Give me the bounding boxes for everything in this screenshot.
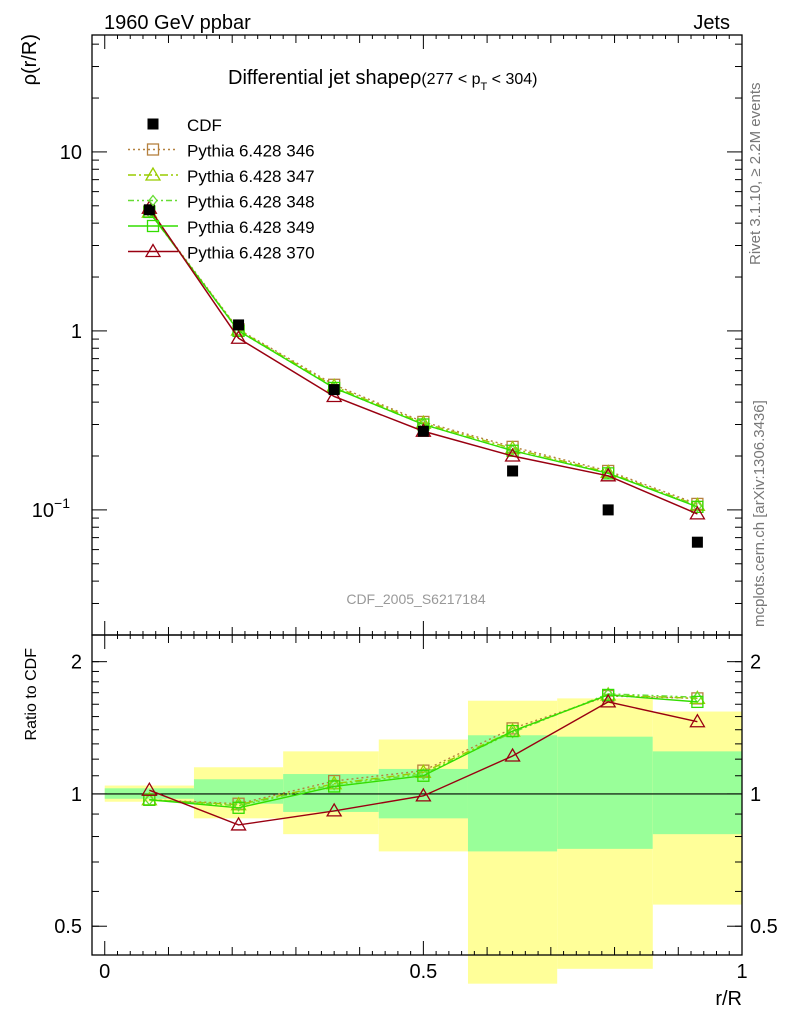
ratio-y-tick-label-right: 2 xyxy=(750,652,761,674)
ratio-series-point xyxy=(329,778,339,791)
data-point xyxy=(417,425,429,437)
ratio-series-point xyxy=(417,769,430,782)
ratio-series-point xyxy=(691,695,704,709)
stat-uncertainty-band xyxy=(652,751,742,835)
ratio-series-point xyxy=(603,687,614,700)
legend-label: Pythia 6.428 347 xyxy=(187,167,315,186)
watermark: CDF_2005_S6217184 xyxy=(346,591,486,607)
data-point xyxy=(691,536,703,548)
ratio-series-point xyxy=(692,691,703,704)
ratio-series-point xyxy=(689,713,706,728)
data-point xyxy=(233,319,245,331)
series-point xyxy=(600,467,617,482)
series-point xyxy=(326,388,343,403)
ratio-series-point xyxy=(141,781,158,796)
ratio-y-tick-label-right: 0.5 xyxy=(750,916,778,938)
series-point xyxy=(689,505,706,520)
x-tick-label: 0 xyxy=(99,961,110,983)
ratio-series-line xyxy=(149,694,698,806)
ratio-y-tick-label: 1 xyxy=(71,784,82,806)
series-point xyxy=(691,500,704,513)
x-tick-label: 0.5 xyxy=(409,961,437,983)
ratio-plot: 2 2 1 1 0.5 0.5 0 0.5 1 xyxy=(54,634,778,984)
ratio-series-point xyxy=(415,787,432,802)
data-point xyxy=(328,384,340,396)
series-point xyxy=(504,440,521,455)
main-title-cut: (277 < p xyxy=(421,71,480,88)
main-title-text: Differential jet shapeρ xyxy=(228,67,421,89)
legend-label: Pythia 6.428 370 xyxy=(187,244,315,263)
legend-marker xyxy=(144,243,162,258)
ratio-y-tick-label: 2 xyxy=(71,652,82,674)
main-y-label: ρ(r/R) xyxy=(19,34,41,85)
ratio-series-point xyxy=(504,747,521,762)
x-tick-label: 1 xyxy=(736,961,747,983)
y-tick-label: 1 xyxy=(71,321,82,343)
legend-label: Pythia 6.428 346 xyxy=(187,142,315,161)
y-tick-label: 10 xyxy=(60,142,82,164)
legend-data-marker xyxy=(147,118,159,130)
ratio-y-tick-label: 0.5 xyxy=(54,916,82,938)
y-tick-label: 10−1 xyxy=(32,495,70,522)
main-title: Differential jet shapeρ(277 < pT < 304) xyxy=(228,67,538,93)
ratio-y-tick-label-right: 1 xyxy=(750,784,761,806)
ratio-series-point xyxy=(232,801,245,814)
legend-marker xyxy=(146,219,160,233)
stat-uncertainty-band xyxy=(557,736,653,849)
side-label-bottom: mcplots.cern.ch [arXiv:1306.3436] xyxy=(751,400,768,627)
stat-uncertainty-band xyxy=(467,735,558,852)
ratio-y-label: Ratio to CDF xyxy=(23,648,40,741)
ratio-series-point xyxy=(418,767,429,781)
ratio-series-point xyxy=(415,764,432,778)
side-label-top: Rivet 3.1.10, ≥ 2.2M events xyxy=(747,83,764,266)
y-tick-label-exp: −1 xyxy=(54,495,70,511)
series-line xyxy=(148,211,698,505)
ratio-series-line xyxy=(149,701,698,826)
series-point xyxy=(692,500,703,513)
x-axis-label: r/R xyxy=(715,988,742,1010)
ratio-series-point xyxy=(326,802,343,817)
legend-label: Pythia 6.428 348 xyxy=(187,193,315,212)
ratio-series-point xyxy=(328,780,341,793)
data-point xyxy=(143,204,155,216)
legend-label: Pythia 6.428 349 xyxy=(187,218,315,237)
ratio-series-point xyxy=(602,688,615,702)
plot-frame xyxy=(91,634,743,956)
main-title-cut-sub: T xyxy=(481,81,488,93)
ratio-series-point xyxy=(600,693,617,708)
y-tick-label-base: 10 xyxy=(32,500,54,522)
header-left: 1960 GeV ppbar xyxy=(104,12,251,34)
y-tick-label-base: 1 xyxy=(71,321,82,343)
legend-label: CDF xyxy=(187,116,222,135)
legend-marker xyxy=(146,143,160,156)
ratio-series-point xyxy=(230,816,247,831)
ratio-series-point xyxy=(233,799,244,812)
series-point xyxy=(504,447,521,462)
legend-marker xyxy=(148,194,158,207)
y-tick-label-base: 10 xyxy=(60,142,82,164)
ratio-series-point xyxy=(143,793,156,806)
main-title-cut-end: < 304) xyxy=(487,71,537,88)
data-point xyxy=(602,504,614,516)
ratio-series-point xyxy=(506,724,519,738)
series-point xyxy=(230,329,247,344)
legend-marker xyxy=(144,166,162,181)
header-right: Jets xyxy=(693,12,730,34)
data-point xyxy=(507,465,519,477)
